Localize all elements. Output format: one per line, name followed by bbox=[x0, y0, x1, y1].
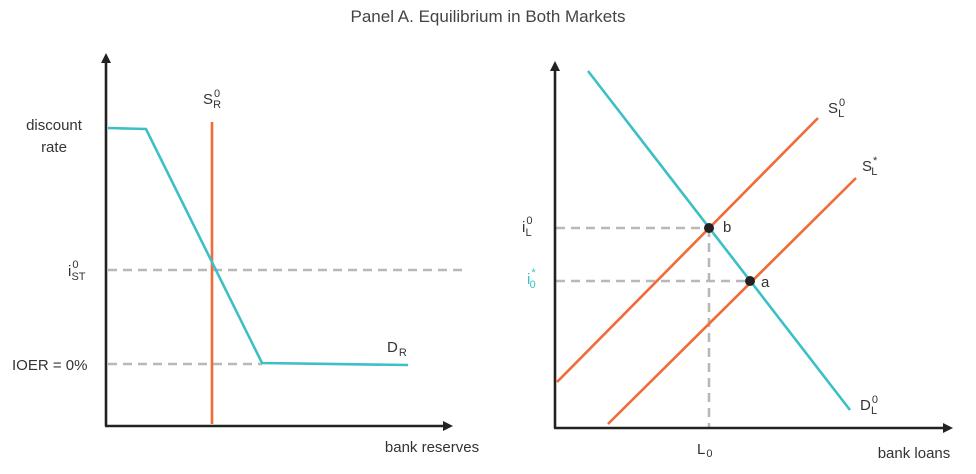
reserves-demand-curve bbox=[107, 126, 409, 367]
l0-label: L0 bbox=[697, 441, 712, 460]
left-panel: discount rate bank reserves i0 ST IOER = … bbox=[12, 53, 479, 456]
equilibrium-point-a bbox=[745, 276, 755, 286]
bank-reserves-label: bank reserves bbox=[385, 439, 479, 456]
loan-demand-main: D bbox=[860, 397, 871, 414]
loan-supply-initial-main: S bbox=[828, 100, 838, 117]
i0-sub: 0 bbox=[530, 279, 536, 291]
reserves-demand-main: D bbox=[387, 339, 398, 356]
loan-supply-new-sup: * bbox=[873, 155, 878, 167]
il-sup: 0 bbox=[526, 215, 532, 227]
reserves-supply-sup: 0 bbox=[214, 88, 220, 100]
loan-supply-new-main: S bbox=[862, 158, 872, 175]
discount-rate-label-line1: discount bbox=[26, 117, 83, 134]
bank-loans-label: bank loans bbox=[878, 445, 951, 462]
point-a-label: a bbox=[761, 274, 770, 291]
i0-main: i bbox=[527, 271, 530, 288]
loan-supply-initial-sup: 0 bbox=[839, 97, 845, 109]
loan-demand-sup: 0 bbox=[872, 394, 878, 406]
ioer-label: IOER = 0% bbox=[12, 357, 87, 374]
reserves-demand-label: DR bbox=[387, 339, 407, 359]
reserves-demand-sub: R bbox=[399, 347, 407, 359]
point-b-label: b bbox=[723, 219, 731, 236]
loan-supply-curve-new bbox=[607, 177, 857, 425]
istar-sup: 0 bbox=[72, 259, 78, 271]
il-main: i bbox=[522, 219, 525, 236]
loan-supply-curve-initial bbox=[556, 117, 819, 383]
il-label: i0 L bbox=[522, 215, 532, 239]
i0-sup: * bbox=[531, 267, 536, 279]
loan-demand-sub: L bbox=[871, 405, 877, 417]
istar-label: i0 ST bbox=[68, 259, 86, 283]
reserves-supply-sub: R bbox=[213, 99, 221, 111]
l0-main: L bbox=[697, 441, 705, 458]
loan-supply-initial-sub: L bbox=[838, 108, 844, 120]
reserves-supply-label: S0 R bbox=[203, 88, 221, 111]
panel-title: Panel A. Equilibrium in Both Markets bbox=[351, 7, 626, 26]
loan-supply-new-sub: L bbox=[871, 166, 877, 178]
l0-sub: 0 bbox=[706, 448, 712, 460]
istar-main: i bbox=[68, 263, 71, 280]
reserves-supply-main: S bbox=[203, 91, 213, 108]
istar-sub: ST bbox=[71, 271, 85, 283]
i0-label: i* 0 bbox=[527, 267, 536, 291]
discount-rate-label-line2: rate bbox=[41, 139, 67, 156]
il-sub: L bbox=[525, 227, 531, 239]
equilibrium-point-b bbox=[704, 223, 714, 233]
loan-supply-initial-label: S0 L bbox=[828, 97, 845, 120]
loan-demand-curve bbox=[586, 70, 852, 411]
right-panel: b a i0 L i* 0 L0 bank loans S0 L S* L D0 L bbox=[522, 61, 953, 462]
loan-demand-label: D0 L bbox=[860, 394, 878, 417]
loan-supply-new-label: S* L bbox=[862, 155, 878, 178]
